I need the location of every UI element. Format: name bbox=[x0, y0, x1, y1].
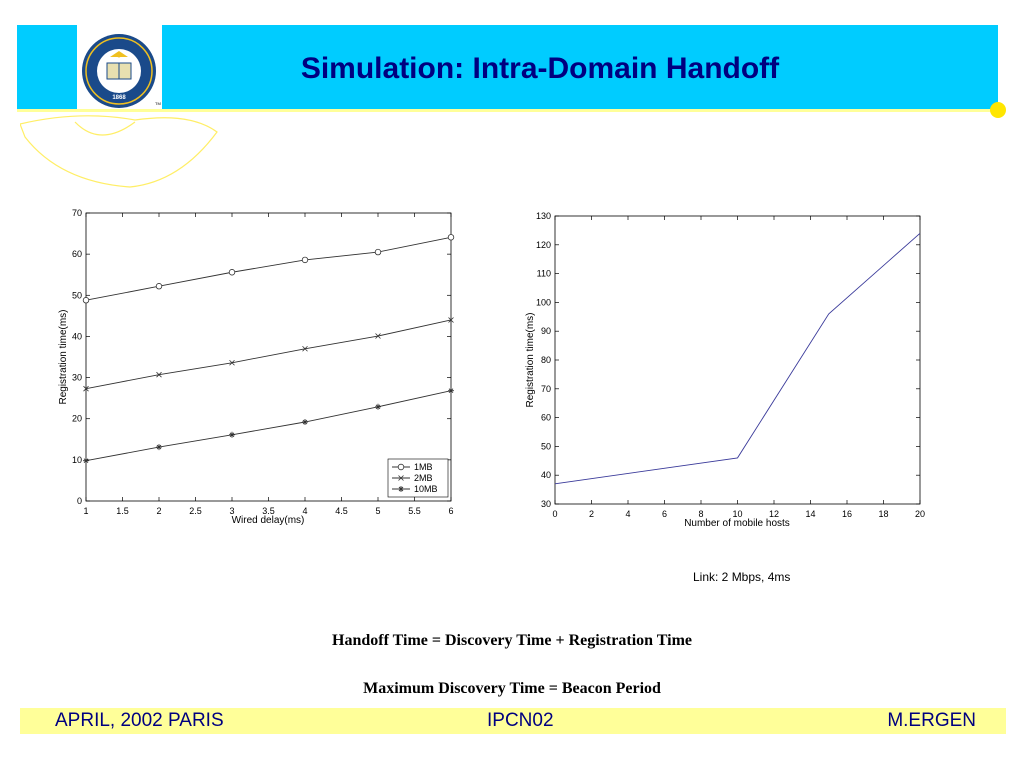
data-point-1MB bbox=[447, 234, 455, 241]
y-tick-label: 110 bbox=[537, 269, 551, 279]
x-tick-label: 6 bbox=[448, 506, 453, 516]
data-point-2MB bbox=[448, 317, 454, 323]
data-point-10MB bbox=[156, 444, 162, 451]
data-point-1MB bbox=[155, 283, 163, 290]
y-tick-label: 120 bbox=[536, 240, 551, 250]
legend-label-1MB: 1MB bbox=[414, 462, 433, 472]
y-tick-label: 10 bbox=[72, 455, 82, 465]
data-point-2MB bbox=[302, 345, 308, 352]
y-tick-label: 130 bbox=[536, 211, 551, 221]
x-tick-label: 0 bbox=[552, 509, 557, 519]
data-point-1MB bbox=[301, 256, 309, 264]
y-tick-label: 40 bbox=[72, 331, 82, 341]
plot-frame bbox=[85, 212, 452, 502]
x-tick-label: 16 bbox=[842, 509, 852, 519]
data-point-1MB bbox=[374, 248, 382, 256]
data-point-2MB bbox=[156, 371, 162, 378]
y-tick-label: 0 bbox=[77, 496, 82, 506]
x-tick-label: 5.5 bbox=[408, 506, 421, 516]
x-tick-label: 8 bbox=[698, 509, 703, 519]
university-seal-logo: 1868 TM bbox=[77, 17, 162, 109]
x-tick-label: 2 bbox=[589, 509, 594, 519]
footer-date: APRIL, 2002 PARIS bbox=[55, 710, 224, 731]
x-tick-label: 4.5 bbox=[335, 506, 348, 516]
y-tick-label: 80 bbox=[541, 355, 551, 365]
legend-label-2MB: 2MB bbox=[414, 473, 433, 483]
y-tick-label: 70 bbox=[541, 384, 551, 394]
data-point-10MB bbox=[448, 387, 454, 394]
series-line-10MB bbox=[85, 390, 452, 462]
slide-title: Simulation: Intra-Domain Handoff bbox=[300, 52, 780, 85]
y-tick-label: 100 bbox=[536, 297, 551, 307]
y-tick-label: 90 bbox=[541, 326, 551, 336]
x-tick-label: 18 bbox=[878, 509, 888, 519]
x-tick-label: 4 bbox=[302, 506, 307, 516]
series-line-2MB bbox=[85, 319, 452, 390]
data-point-1MB bbox=[228, 269, 236, 276]
y-tick-label: 30 bbox=[72, 373, 82, 383]
y-tick-label: 30 bbox=[541, 499, 551, 509]
x-tick-label: 14 bbox=[805, 509, 815, 519]
x-tick-label: 12 bbox=[769, 509, 779, 519]
y-axis-label: Registration time(ms) bbox=[525, 312, 536, 407]
x-tick-label: 1.5 bbox=[116, 506, 129, 516]
series-line-1MB bbox=[85, 236, 452, 301]
x-tick-label: 3 bbox=[229, 506, 234, 516]
plot-frame bbox=[554, 215, 921, 505]
equation-handoff: Handoff Time = Discovery Time + Registra… bbox=[332, 632, 692, 649]
y-tick-label: 50 bbox=[541, 441, 551, 451]
x-axis-label: Number of mobile hosts bbox=[684, 518, 790, 529]
x-tick-label: 2 bbox=[156, 506, 161, 516]
legend-label-10MB: 10MB bbox=[414, 484, 438, 494]
data-point-2MB bbox=[375, 333, 381, 339]
x-tick-label: 10 bbox=[732, 509, 742, 519]
legend-marker bbox=[397, 463, 405, 471]
series-line-main bbox=[554, 232, 921, 485]
footer-conference: IPCN02 bbox=[487, 710, 554, 731]
y-tick-label: 60 bbox=[541, 413, 551, 423]
chart-mobile-hosts: 0 2 4 6 8 10 12 14 16 18 20 30 40 50 60 70 80 90 100 110 120… bbox=[525, 211, 925, 529]
svg-text:TM: TM bbox=[155, 101, 161, 106]
x-tick-label: 2.5 bbox=[189, 506, 202, 516]
link-note: Link: 2 Mbps, 4ms bbox=[693, 570, 791, 584]
x-tick-label: 4 bbox=[625, 509, 630, 519]
y-tick-label: 40 bbox=[541, 470, 551, 480]
x-tick-label: 20 bbox=[915, 509, 925, 519]
svg-text:1868: 1868 bbox=[112, 95, 126, 101]
footer-bar: APRIL, 2002 PARIS IPCN02 M.ERGEN bbox=[20, 708, 1006, 734]
decorative-arcs bbox=[20, 115, 218, 188]
data-point-10MB bbox=[229, 431, 235, 438]
y-tick-label: 60 bbox=[72, 249, 82, 259]
data-point-2MB bbox=[229, 359, 235, 366]
data-point-10MB bbox=[302, 419, 308, 426]
x-tick-label: 5 bbox=[375, 506, 380, 516]
legend-marker bbox=[398, 475, 404, 481]
x-axis-label: Wired delay(ms) bbox=[232, 515, 305, 526]
data-point-10MB bbox=[83, 457, 89, 464]
y-tick-label: 70 bbox=[72, 208, 82, 218]
data-point-1MB bbox=[82, 297, 90, 304]
x-tick-label: 6 bbox=[662, 509, 667, 519]
data-point-10MB bbox=[375, 403, 381, 410]
legend-marker bbox=[398, 486, 404, 492]
data-point-2MB bbox=[83, 385, 89, 392]
equation-discovery: Maximum Discovery Time = Beacon Period bbox=[363, 680, 661, 697]
y-tick-label: 20 bbox=[72, 414, 82, 424]
title-bar bbox=[17, 25, 998, 109]
y-axis-label: Registration time(ms) bbox=[58, 309, 69, 404]
x-tick-label: 3.5 bbox=[262, 506, 275, 516]
x-tick-label: 1 bbox=[83, 506, 88, 516]
y-tick-label: 50 bbox=[72, 290, 82, 300]
accent-dot bbox=[990, 102, 1006, 118]
footer-author: M.ERGEN bbox=[887, 710, 976, 731]
title-underline bbox=[17, 109, 998, 112]
